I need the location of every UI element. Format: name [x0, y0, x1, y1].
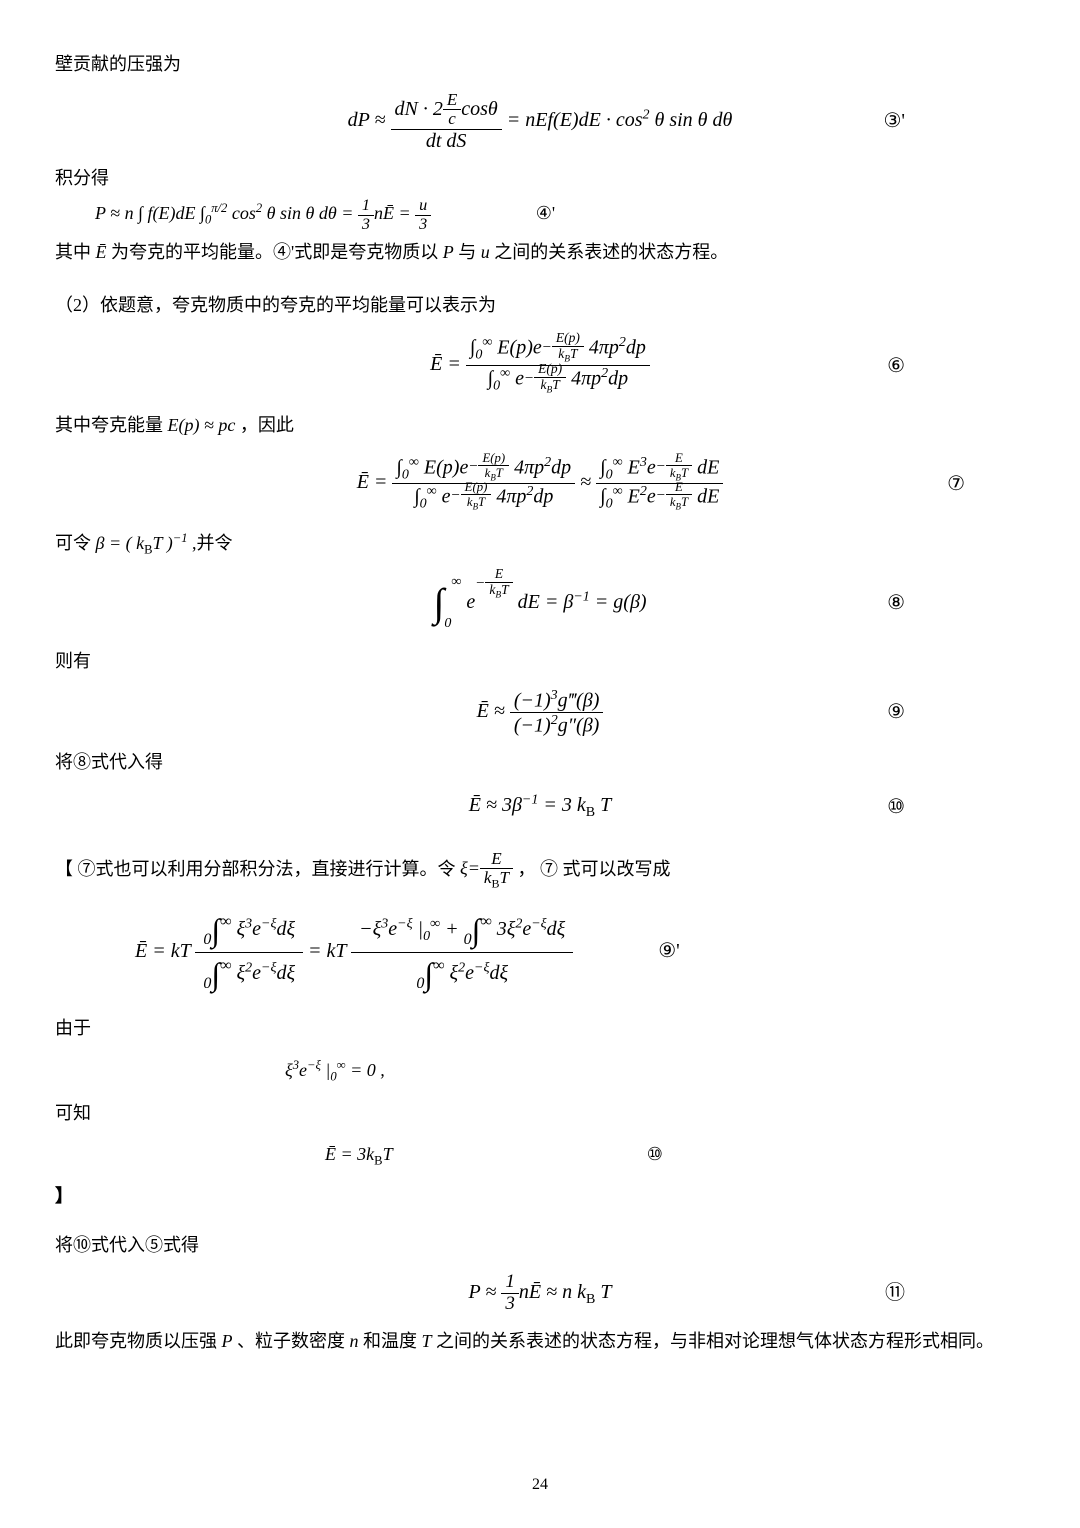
eq-11-content: P ≈ 13nĒ ≈ n kB T: [469, 1281, 612, 1303]
equation-11: P ≈ 13nĒ ≈ n kB T ⑪: [55, 1272, 1025, 1315]
text-9-1: 【 ⑦式也可以利用分部积分法，直接进行计算。令: [55, 858, 456, 878]
equation-8: ∫0∞ e−EkBT dE = β−1 = g(β) ⑧: [55, 571, 1025, 635]
eq-number-9: ⑨: [887, 696, 905, 728]
body-text-6: 可令 β = ( kBT )−1 ,并令: [55, 528, 1025, 560]
P-symbol-2: P: [222, 1331, 233, 1351]
u-symbol: u: [481, 242, 490, 262]
eq-number-10-prime: ⑩: [647, 1144, 663, 1164]
text-6-2: ,并令: [192, 533, 233, 553]
eq-number-9-prime: ⑨': [658, 940, 680, 962]
eq-number-7: ⑦: [947, 468, 965, 500]
eq-content: dP ≈ dN · 2Eccosθ dt dS = nEf(E)dE · cos…: [348, 109, 733, 131]
eq-number-10: ⑩: [887, 791, 905, 823]
text-14-3: 和温度: [363, 1331, 422, 1351]
equation-9-prime: Ē = kT 0∫∞ ξ3e−ξdξ 0∫∞ ξ2e−ξdξ = kT −ξ3e…: [55, 909, 1025, 996]
body-text-7: 则有: [55, 647, 1025, 676]
body-text-12: 】: [55, 1182, 1025, 1211]
body-text-10: 由于: [55, 1014, 1025, 1043]
text-3-1: 其中: [55, 242, 96, 262]
text-9-2: ， ⑦ 式可以改写成: [517, 858, 670, 878]
eq-number-11: ⑪: [885, 1277, 905, 1309]
equation-10: Ē ≈ 3β−1 = 3 kB T ⑩: [55, 789, 1025, 824]
eq-9-prime-content: Ē = kT 0∫∞ ξ3e−ξdξ 0∫∞ ξ2e−ξdξ = kT −ξ3e…: [135, 940, 578, 962]
body-text-3: 其中 Ē 为夸克的平均能量。④'式即是夸克物质以 P 与 u 之间的关系表述的状…: [55, 238, 1025, 267]
body-text-2: 积分得: [55, 164, 1025, 193]
text-14-1: 此即夸克物质以压强: [55, 1331, 222, 1351]
equation-10a: ξ3e−ξ |0∞ = 0 ,: [55, 1055, 1025, 1087]
eq-6-content: Ē = ∫0∞ E(p)e−E(p)kBT 4πp2dp ∫0∞ e−E(p)k…: [430, 353, 650, 375]
xi-def: ξ=EkBT: [460, 858, 513, 878]
eq-7-content: Ē = ∫0∞ E(p)e−E(p)kBT 4πp2dp ∫0∞ e−E(p)k…: [357, 471, 724, 493]
equation-3-prime: dP ≈ dN · 2Eccosθ dt dS = nEf(E)dE · cos…: [55, 91, 1025, 152]
equation-6: Ē = ∫0∞ E(p)e−E(p)kBT 4πp2dp ∫0∞ e−E(p)k…: [55, 335, 1025, 396]
n-symbol: n: [350, 1331, 359, 1351]
Ep-symbol: E(p) ≈ pc: [168, 415, 236, 435]
body-text-5: 其中夸克能量 E(p) ≈ pc ，因此: [55, 411, 1025, 440]
eq-10b-content: Ē = 3kBT: [325, 1144, 397, 1164]
body-text-1: 壁贡献的压强为: [55, 50, 1025, 79]
eq-10a-content: ξ3e−ξ |0∞ = 0 ,: [285, 1060, 385, 1080]
page-number: 24: [532, 1472, 548, 1498]
eq-number-6: ⑥: [887, 350, 905, 382]
text-5-2: ，因此: [240, 415, 294, 435]
text-3-4: 之间的关系表述的状态方程。: [494, 242, 728, 262]
eq-8-content: ∫0∞ e−EkBT dE = β−1 = g(β): [433, 591, 646, 613]
body-text-14: 此即夸克物质以压强 P 、粒子数密度 n 和温度 T 之间的关系表述的状态方程，…: [55, 1327, 1025, 1356]
beta-def: β = ( kBT )−1: [96, 533, 188, 553]
eq-9-content: Ē ≈ (−1)3g‴(β) (−1)2g″(β): [477, 700, 604, 722]
equation-7: Ē = ∫0∞ E(p)e−E(p)kBT 4πp2dp ∫0∞ e−E(p)k…: [55, 455, 1025, 513]
Ebar-symbol: Ē: [96, 242, 107, 262]
body-text-9: 【 ⑦式也可以利用分部积分法，直接进行计算。令 ξ=EkBT ， ⑦ 式可以改写…: [55, 850, 1025, 891]
equation-4-prime-line: P ≈ n ∫ f(E)dE ∫0π/2 cos2 θ sin θ dθ = 1…: [55, 197, 1025, 234]
eq-number-3-prime: ③': [883, 105, 905, 137]
body-text-8: 将⑧式代入得: [55, 748, 1025, 777]
body-text-11: 可知: [55, 1099, 1025, 1128]
T-symbol: T: [422, 1331, 432, 1351]
eq-number-8: ⑧: [887, 587, 905, 619]
eq-4-prime: P ≈ n ∫ f(E)dE ∫0π/2 cos2 θ sin θ dθ = 1…: [95, 203, 436, 223]
text-3-3: 与: [458, 242, 481, 262]
text-14-4: 之间的关系表述的状态方程，与非相对论理想气体状态方程形式相同。: [436, 1331, 994, 1351]
equation-9: Ē ≈ (−1)3g‴(β) (−1)2g″(β) ⑨: [55, 688, 1025, 736]
text-3-2: 为夸克的平均能量。④'式即是夸克物质以: [111, 242, 443, 262]
text-14-2: 、粒子数密度: [237, 1331, 350, 1351]
body-text-13: 将⑩式代入⑤式得: [55, 1231, 1025, 1260]
text-5-1: 其中夸克能量: [55, 415, 168, 435]
P-symbol: P: [443, 242, 454, 262]
equation-10b: Ē = 3kBT ⑩: [55, 1140, 1025, 1171]
eq-number-4-prime: ④': [536, 203, 555, 223]
eq-10-content: Ē ≈ 3β−1 = 3 kB T: [469, 794, 611, 816]
text-6-1: 可令: [55, 533, 96, 553]
body-text-4: （2）依题意，夸克物质中的夸克的平均能量可以表示为: [55, 291, 1025, 320]
